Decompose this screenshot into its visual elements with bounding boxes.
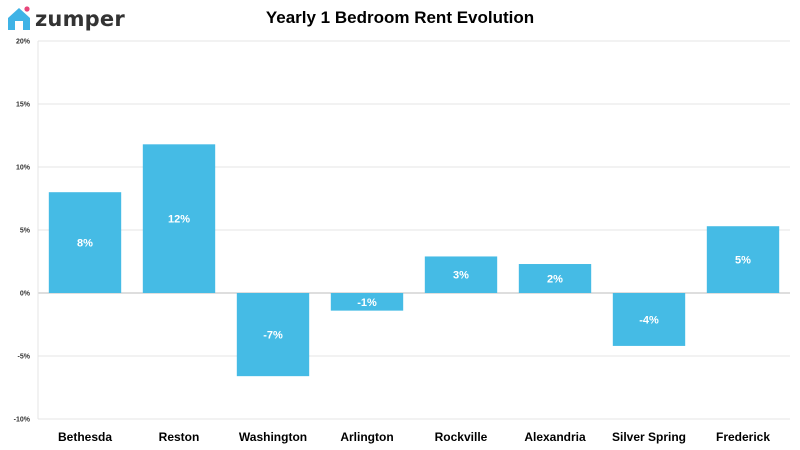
category-label: Reston — [159, 430, 200, 444]
data-label: 12% — [168, 214, 190, 226]
y-tick-label: 20% — [16, 39, 31, 46]
x-axis-labels: Bethesda Reston Washington Arlington Rockvil… — [58, 430, 770, 444]
category-label: Frederick — [716, 430, 770, 444]
category-label: Bethesda — [58, 430, 112, 444]
category-label: Alexandria — [524, 430, 586, 444]
bars — [48, 144, 780, 377]
bar-reston — [142, 144, 216, 293]
data-label: -1% — [357, 297, 377, 309]
bar-alexandria — [518, 264, 592, 293]
data-label: 8% — [77, 238, 93, 250]
y-tick-label: -5% — [18, 354, 31, 361]
category-label: Silver Spring — [612, 430, 686, 444]
data-labels: 8% 12% -7% -1% 3% 2% -4% 5% — [77, 214, 751, 342]
data-label: -7% — [263, 330, 283, 342]
bar-rockville — [424, 256, 498, 293]
y-tick-label: 10% — [16, 165, 31, 172]
y-axis-ticks: -10% -5% 0% 5% 10% 15% 20% — [14, 39, 31, 424]
data-label: 5% — [735, 255, 751, 267]
zumper-logo: zumper — [6, 4, 125, 34]
data-label: 3% — [453, 270, 469, 282]
category-label: Rockville — [435, 430, 488, 444]
bar-arlington — [330, 293, 404, 311]
data-label: -4% — [639, 314, 659, 326]
category-label: Washington — [239, 430, 307, 444]
y-tick-label: -10% — [14, 417, 31, 424]
chart-title: Yearly 1 Bedroom Rent Evolution — [265, 8, 535, 27]
category-label: Arlington — [340, 430, 393, 444]
y-tick-label: 0% — [20, 291, 31, 298]
bar-frederick — [706, 226, 780, 293]
y-tick-label: 5% — [20, 228, 31, 235]
bar-silver-spring — [612, 293, 686, 346]
bar-washington — [236, 293, 310, 377]
bar-bethesda — [48, 192, 122, 293]
data-label: 2% — [547, 274, 563, 286]
brand-name: zumper — [35, 7, 125, 31]
y-tick-label: 15% — [16, 102, 31, 109]
house-icon — [8, 6, 30, 30]
